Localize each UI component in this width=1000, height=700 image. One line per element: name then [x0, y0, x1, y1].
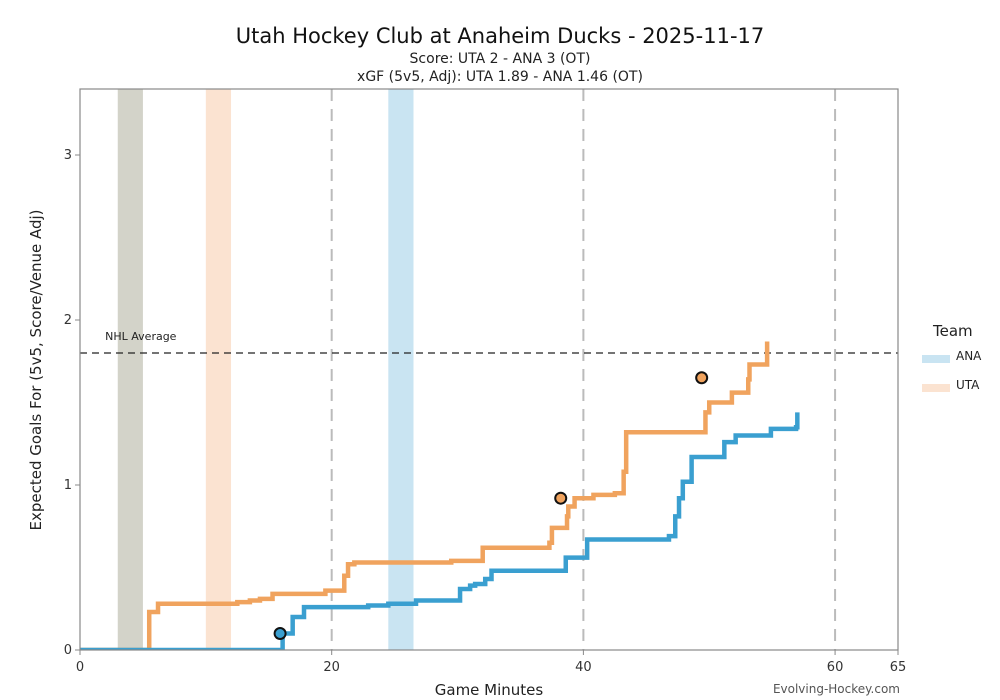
legend: Team ANA UTA [918, 322, 981, 409]
x-axis-label: Game Minutes [434, 681, 544, 699]
goal-marker-ana-0 [273, 627, 287, 640]
legend-swatch-ana [922, 355, 950, 363]
chart-subtitle-xgf: xGF (5v5, Adj): UTA 1.89 - ANA 1.46 (OT) [357, 69, 643, 85]
legend-title: Team [933, 322, 973, 340]
nhl-average-label: NHL Average [105, 330, 177, 343]
y-tick-label-2: 2 [64, 313, 72, 328]
shaded-band-1 [205, 89, 232, 650]
legend-swatch-uta [922, 384, 950, 392]
y-tick-label-1: 1 [64, 478, 72, 493]
goal-marker-uta-0 [554, 491, 568, 505]
source-credit: Evolving-Hockey.com [772, 682, 900, 696]
shaded-band-2 [388, 89, 414, 650]
legend-label-uta: UTA [956, 378, 980, 392]
legend-item-uta[interactable]: UTA [918, 378, 979, 409]
series-line-ana [80, 412, 800, 650]
chart-subtitle-score: Score: UTA 2 - ANA 3 (OT) [409, 51, 591, 67]
x-tick-label-60: 60 [827, 660, 844, 675]
y-tick-label-0: 0 [64, 643, 72, 658]
series-line-uta [80, 341, 770, 650]
legend-label-ana: ANA [956, 349, 982, 363]
legend-item-ana[interactable]: ANA [918, 349, 981, 380]
x-tick-label-20: 20 [323, 660, 340, 675]
shaded-band-0 [117, 89, 143, 650]
goal-marker-uta-1 [695, 371, 709, 385]
plot-frame [79, 88, 899, 651]
y-tick-label-3: 3 [64, 148, 72, 163]
chart-title: Utah Hockey Club at Anaheim Ducks - 2025… [235, 24, 765, 48]
x-tick-label-40: 40 [575, 660, 592, 675]
x-tick-label-0: 0 [76, 660, 84, 675]
x-tick-label-65: 65 [890, 660, 907, 675]
